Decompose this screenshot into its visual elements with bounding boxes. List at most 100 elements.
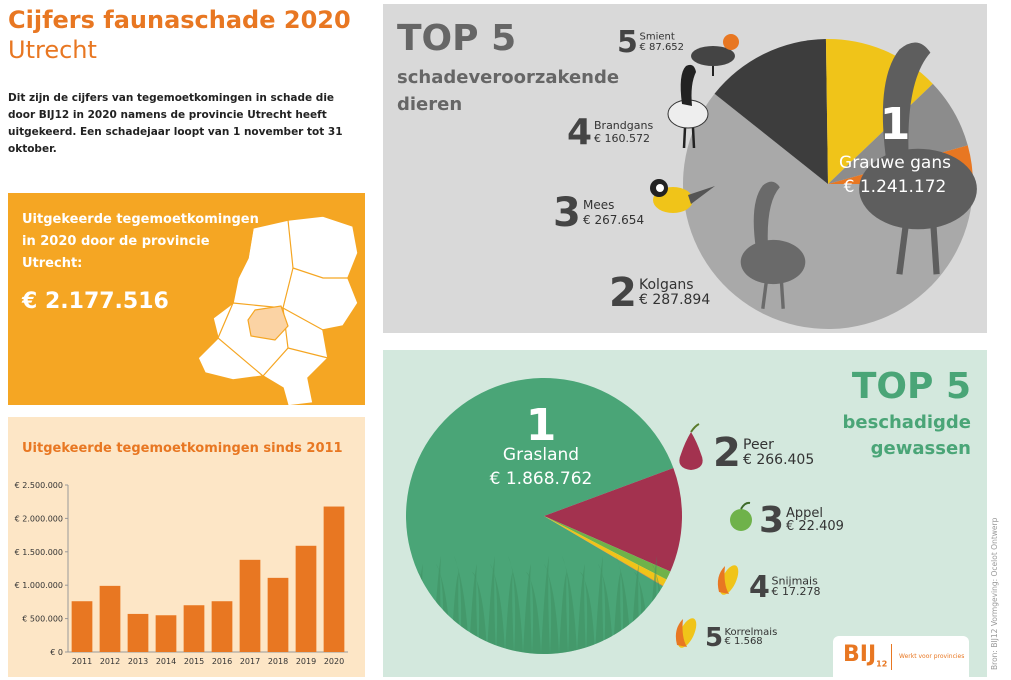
goose-leg — [930, 226, 940, 275]
y-tick-label: € 500.000 — [22, 615, 63, 624]
wigeon-body — [691, 46, 735, 66]
pie-slice — [544, 516, 667, 586]
tit-cheek — [656, 184, 664, 192]
crop-name: Snijmais — [772, 574, 819, 587]
bar-chart: € 0 € 500.000 € 1.000.000 € 1.500.000 € 2.00… — [15, 481, 348, 666]
pear-stem — [690, 423, 700, 433]
apple-shape — [730, 509, 752, 531]
grass-blade — [562, 556, 577, 654]
grass-blade — [559, 572, 568, 654]
grass-blade — [541, 556, 550, 654]
rank-number: 5 — [617, 25, 638, 60]
wigeon-icon — [691, 34, 739, 76]
y-tick-label: € 1.500.000 — [15, 548, 63, 557]
goose-neck — [753, 181, 780, 250]
rank-number: 4 — [749, 570, 770, 605]
grass-blade — [580, 572, 595, 654]
bar — [183, 605, 205, 652]
bar — [127, 613, 149, 652]
amount-label: € 160.572 — [594, 132, 650, 145]
bar — [323, 506, 345, 652]
rank-number: 2 — [713, 430, 741, 476]
y-tick-label: € 0 — [50, 648, 63, 657]
crops-subtitle-line1: beschadigde — [842, 412, 971, 433]
rank-number: 4 — [567, 112, 592, 153]
pie-slice — [714, 39, 828, 185]
summary-total: € 2.177.516 — [22, 289, 169, 314]
x-tick-label: 2015 — [184, 657, 204, 666]
goose-leg — [779, 282, 785, 309]
animal-name: Grauwe gans — [839, 153, 951, 173]
crop-name: Grasland — [503, 445, 579, 465]
grass-blade — [544, 564, 559, 654]
amount-label: € 1.568 — [725, 636, 763, 647]
rank-number: 1 — [880, 99, 911, 150]
corn-leaf — [675, 619, 687, 647]
chart-title: Uitgekeerde tegemoetkomingen sinds 2011 — [22, 441, 343, 456]
goose-neck — [882, 42, 931, 166]
goose-leg — [896, 225, 909, 275]
barnacle-leg — [691, 127, 696, 149]
rank-number: 5 — [705, 623, 723, 653]
x-tick-label: 2018 — [268, 657, 288, 666]
barnacle-goose-icon — [667, 64, 709, 149]
bar — [71, 601, 93, 652]
grass-blade — [595, 556, 604, 654]
rank-number: 3 — [759, 500, 784, 541]
page-title: Cijfers faunaschade 2020 — [8, 6, 351, 34]
amount-label: € 1.241.172 — [844, 177, 947, 197]
crop-name: Peer — [743, 437, 774, 453]
crops-heading: TOP 5 — [851, 366, 971, 407]
y-tick-label: € 2.000.000 — [15, 514, 63, 523]
crops-panel: 1 Grasland € 1.868.762 2 Peer € 266.405 3 Appel… — [383, 350, 987, 677]
apple-icon — [730, 501, 752, 531]
amount-label: € 22.409 — [786, 519, 844, 534]
animal-name: Brandgans — [594, 119, 653, 132]
amount-label: € 267.654 — [583, 213, 644, 227]
bar — [239, 559, 261, 652]
crops-subtitle: beschadigde gewassen — [843, 410, 971, 462]
goose-leg — [761, 282, 768, 309]
grass-blade — [469, 564, 478, 654]
corn-icon — [675, 618, 697, 648]
grass-blade — [472, 572, 487, 654]
x-tick-label: 2017 — [240, 657, 260, 666]
crops-subtitle-line2: gewassen — [870, 438, 971, 459]
x-tick-label: 2014 — [156, 657, 176, 666]
x-tick-label: 2011 — [72, 657, 92, 666]
animal-name: Smient — [640, 31, 675, 42]
amount-label: € 87.652 — [640, 42, 685, 53]
grass-blade — [406, 556, 415, 654]
tit-tail — [688, 186, 715, 204]
pear-icon — [679, 423, 703, 470]
pear-shape — [679, 432, 703, 470]
goose-body — [859, 148, 977, 230]
great-tit-icon — [650, 179, 715, 213]
goose-body — [740, 239, 806, 285]
bar-chart-panel: Uitgekeerde tegemoetkomingen sinds 2011 … — [8, 417, 365, 677]
barnacle-leg — [682, 127, 687, 149]
greylag-goose-icon — [859, 42, 977, 275]
animal-name: Mees — [583, 198, 614, 212]
animals-heading: TOP 5 — [397, 18, 517, 59]
grass-blade — [577, 564, 586, 654]
grass-blade — [526, 572, 541, 654]
bij12-logo: BIJ12 Werkt voor provincies — [833, 636, 969, 677]
bar — [211, 601, 233, 652]
rank-number: 3 — [553, 190, 581, 236]
bar — [295, 545, 317, 652]
netherlands-map-icon — [197, 215, 359, 405]
animals-panel: 1 Grauwe gans € 1.241.172 2 Kolgans € 287.894… — [383, 4, 987, 333]
white-fronted-goose-icon — [740, 181, 806, 309]
intro-text: Dit zijn de cijfers van tegemoetkomingen… — [8, 92, 343, 155]
grass-blade — [523, 564, 532, 654]
corn-leaf — [717, 566, 729, 594]
barnacle-neck — [680, 64, 696, 106]
crop-name: Korrelmais — [725, 627, 778, 638]
utrecht-region — [247, 305, 289, 341]
animals-pie-chart: 1 Grauwe gans € 1.241.172 2 Kolgans€ 287.894… — [553, 25, 977, 330]
logo-mark: BIJ12 — [843, 642, 888, 669]
page-subtitle: Utrecht — [8, 36, 97, 64]
x-tick-label: 2020 — [324, 657, 344, 666]
corn-icon — [717, 565, 739, 595]
